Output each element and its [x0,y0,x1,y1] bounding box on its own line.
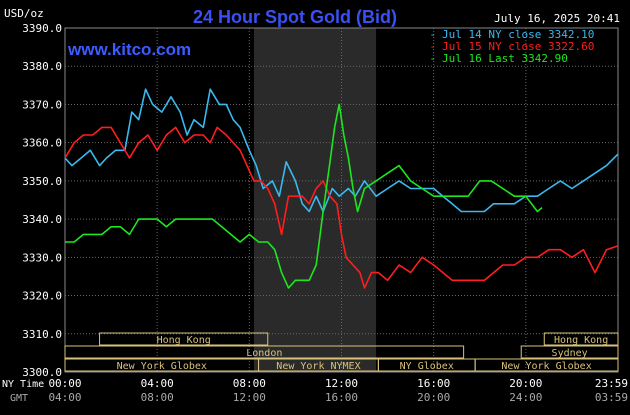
grid-lines [64,27,619,373]
session-label: London [246,348,282,359]
y-axis-ticks: 3390.0 3380.0 3370.0 3360.0 3350.0 3340.0 3330… [22,22,62,379]
legend-item-jul15: Jul 15 NY close 3322.60 [442,40,594,53]
y-tick-label: 3390.0 [22,22,62,35]
x-tick-label-gmt: 20:00 [417,391,450,404]
x-tick-label-ny: 08:00 [233,377,266,390]
unit-label: USD/oz [4,7,44,20]
session-frame [99,332,269,346]
y-tick-label: 3320.0 [22,290,62,303]
watermark: www.kitco.com [67,40,191,59]
session-label: New York Globex [117,361,207,372]
session-bar: New York NYMEX [258,358,379,372]
legend-item-jul16: Jul 16 Last 3342.90 [442,52,568,65]
timestamp: July 16, 2025 20:41 [494,12,620,25]
session-bar: Sydney [520,345,619,359]
session-bar: Hong Kong [99,332,269,346]
x-tick-label-ny: 16:00 [417,377,450,390]
session-label: New York Globex [501,361,591,372]
x-axis-ticks: 00:0004:0004:0008:0008:0012:0012:0016:00… [48,377,628,404]
x-tick-label-ny: 00:00 [48,377,81,390]
chart-title: 24 Hour Spot Gold (Bid) [193,7,397,27]
x-tick-label-gmt: 04:00 [48,391,81,404]
y-tick-label: 3340.0 [22,213,62,226]
session-label: Hong Kong [157,335,211,346]
legend-marker-jul16: - [429,52,436,65]
x-tick-label-ny: 23:59 [595,377,628,390]
plot-frame [64,27,619,373]
session-frame [474,358,619,372]
session-label: New York NYMEX [276,361,360,372]
series-line-1 [64,126,619,289]
series-line-0 [64,88,619,213]
x-axis-label-ny: NY Time [2,379,44,390]
legend-item-jul14: Jul 14 NY close 3342.10 [442,28,594,41]
market-sessions: Hong Kong London New York Globex New York N… [64,332,619,372]
x-tick-label-ny: 04:00 [141,377,174,390]
x-tick-label-gmt: 08:00 [141,391,174,404]
legend-marker-jul14: - [429,28,436,41]
session-label: NY Globex [400,361,454,372]
x-tick-label-gmt: 24:00 [509,391,542,404]
y-tick-label: 3330.0 [22,251,62,264]
session-label: Sydney [552,348,588,359]
x-tick-label-ny: 20:00 [509,377,542,390]
y-tick-label: 3310.0 [22,328,62,341]
x-tick-label-gmt: 12:00 [233,391,266,404]
price-series [64,88,619,289]
x-tick-label-gmt: 03:59 [595,391,628,404]
x-tick-label-gmt: 16:00 [325,391,358,404]
y-tick-label: 3300.0 [22,366,62,379]
y-tick-label: 3360.0 [22,137,62,150]
session-frame [543,332,619,346]
x-axis-label-gmt: GMT [10,393,28,404]
session-bar: Hong Kong [543,332,619,346]
session-frame [520,345,619,359]
legend-marker-jul15: - [429,40,436,53]
y-tick-label: 3380.0 [22,60,62,73]
series-line-2 [65,103,543,289]
session-bar: New York Globex [474,358,619,372]
y-tick-label: 3370.0 [22,98,62,111]
session-label: Hong Kong [554,335,608,346]
y-tick-label: 3350.0 [22,175,62,188]
x-tick-label-ny: 12:00 [325,377,358,390]
legend: Jul 14 NY close 3342.10 Jul 15 NY close … [429,28,594,65]
session-bar: London [64,345,465,359]
session-frame [64,345,465,359]
